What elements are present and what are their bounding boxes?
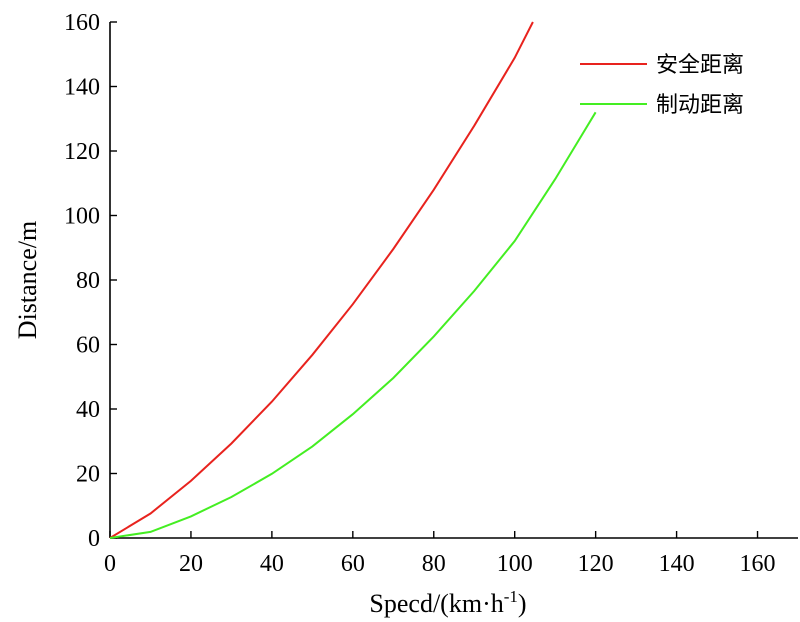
x-tick-label: 0 bbox=[104, 551, 116, 577]
series-group bbox=[109, 21, 597, 539]
x-tick-label: 120 bbox=[578, 551, 614, 577]
y-tick-label: 40 bbox=[76, 397, 100, 423]
legend-label-1: 安全距离 bbox=[656, 53, 744, 78]
x-tick-label: 100 bbox=[497, 551, 533, 577]
y-tick-label: 20 bbox=[76, 462, 100, 488]
x-ticks: 0 20 40 60 80 100 120 140 160 bbox=[104, 531, 776, 577]
series-line-2 bbox=[109, 111, 597, 539]
y-tick-label: 0 bbox=[88, 526, 100, 552]
x-axis-title: Specd/(km·h-1) bbox=[369, 587, 526, 618]
x-tick-label: 60 bbox=[341, 551, 365, 577]
y-tick-label: 80 bbox=[76, 268, 100, 294]
y-ticks: 0 20 40 60 80 100 120 140 160 bbox=[64, 10, 117, 552]
series-line-1 bbox=[109, 21, 534, 539]
x-tick-label: 160 bbox=[740, 551, 776, 577]
y-tick-label: 160 bbox=[64, 10, 100, 36]
y-tick-label: 60 bbox=[76, 333, 100, 359]
x-tick-label: 140 bbox=[659, 551, 695, 577]
y-tick-label: 140 bbox=[64, 75, 100, 101]
y-tick-label: 120 bbox=[64, 139, 100, 165]
legend-label-2: 制动距离 bbox=[656, 93, 744, 118]
x-tick-label: 20 bbox=[179, 551, 203, 577]
y-axis-title: Distance/m bbox=[13, 221, 42, 339]
y-tick-label: 100 bbox=[64, 204, 100, 230]
x-tick-label: 40 bbox=[260, 551, 284, 577]
x-tick-label: 80 bbox=[422, 551, 446, 577]
